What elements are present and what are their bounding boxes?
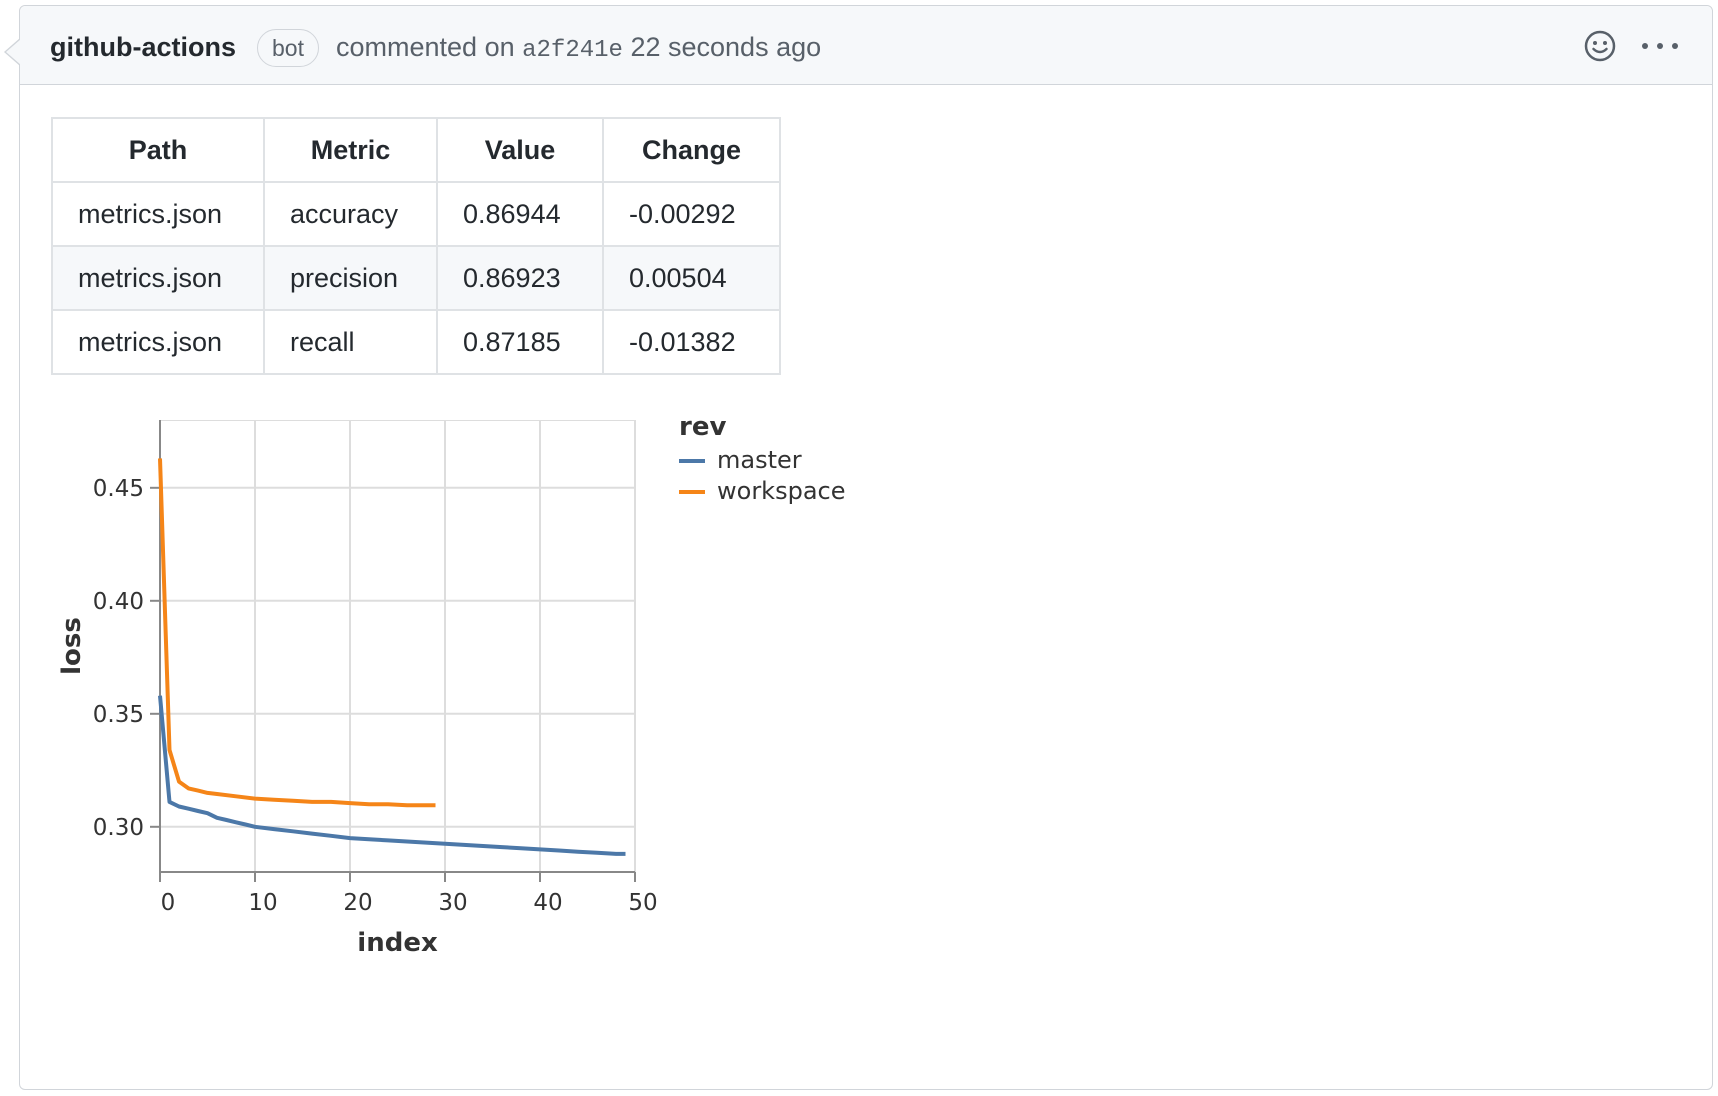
table-cell: 0.86944 xyxy=(436,181,604,247)
table-cell: 0.87185 xyxy=(436,309,604,375)
comment-header: github-actions bot commented on a2f241e … xyxy=(20,6,1712,85)
loss-line-chart: 0 10 20 30 40 50 0.30 0.35 0.40 0.45 index loss rev m… xyxy=(57,420,845,958)
x-axis-title: index xyxy=(357,928,438,958)
x-tick-label: 0 xyxy=(161,890,176,916)
timeline-comment: github-actions bot commented on a2f241e … xyxy=(4,5,1713,1090)
table-cell: 0.86923 xyxy=(436,245,604,311)
table-cell: -0.01382 xyxy=(602,309,781,375)
table-cell: precision xyxy=(263,245,438,311)
series-line-workspace xyxy=(158,458,436,808)
x-tick-label: 40 xyxy=(533,890,562,916)
series-line-master xyxy=(158,695,626,856)
author-link[interactable]: github-actions xyxy=(50,32,236,62)
column-header-value: Value xyxy=(436,117,604,183)
legend-title: rev xyxy=(679,420,726,442)
table-cell: -0.00292 xyxy=(602,181,781,247)
y-axis-title: loss xyxy=(57,617,87,675)
action-text: commented on xyxy=(336,32,515,62)
timestamp-link[interactable]: 22 seconds ago xyxy=(630,32,822,62)
metrics-table: Path Metric Value Change metrics.json ac… xyxy=(51,117,781,375)
table-cell: metrics.json xyxy=(51,181,265,247)
kebab-horizontal-icon[interactable] xyxy=(1637,34,1683,58)
legend-label-workspace: workspace xyxy=(717,477,845,505)
x-tick-label: 50 xyxy=(628,890,657,916)
x-tick-label: 30 xyxy=(438,890,467,916)
y-tick-label: 0.35 xyxy=(93,702,144,728)
table-cell: accuracy xyxy=(263,181,438,247)
table-header-row: Path Metric Value Change xyxy=(51,117,781,183)
comment-meta: commented on a2f241e 22 seconds ago xyxy=(336,32,821,64)
column-header-path: Path xyxy=(51,117,265,183)
table-cell: metrics.json xyxy=(51,309,265,375)
column-header-metric: Metric xyxy=(263,117,438,183)
legend-label-master: master xyxy=(717,446,802,474)
x-tick-label: 10 xyxy=(248,890,277,916)
table-cell: 0.00504 xyxy=(602,245,781,311)
table-cell: recall xyxy=(263,309,438,375)
y-tick-label: 0.45 xyxy=(93,476,144,502)
comment-caret-fill xyxy=(6,39,21,65)
commit-sha-link[interactable]: a2f241e xyxy=(522,37,623,64)
x-tick-label: 20 xyxy=(343,890,372,916)
bot-badge: bot xyxy=(257,29,319,67)
table-cell: metrics.json xyxy=(51,245,265,311)
table-row: metrics.json accuracy 0.86944 -0.00292 xyxy=(51,181,781,247)
smiley-icon[interactable] xyxy=(1583,29,1617,63)
table-row: metrics.json precision 0.86923 0.00504 xyxy=(51,245,781,311)
column-header-change: Change xyxy=(602,117,781,183)
table-row: metrics.json recall 0.87185 -0.01382 xyxy=(51,309,781,375)
y-tick-label: 0.40 xyxy=(93,589,144,615)
y-tick-label: 0.30 xyxy=(93,815,144,841)
